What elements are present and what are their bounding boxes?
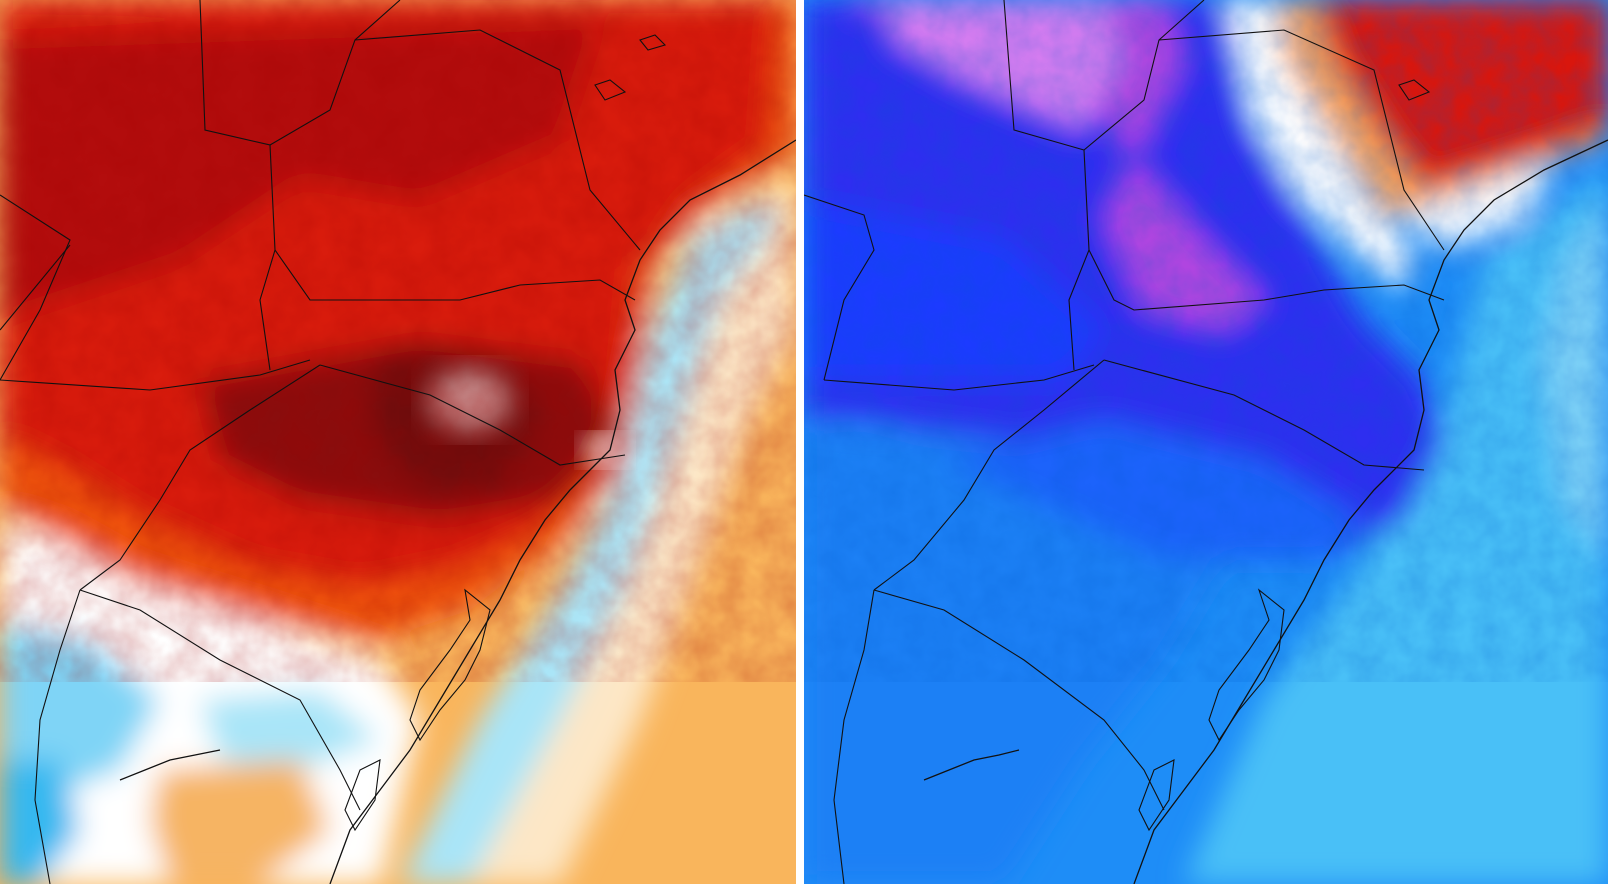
border-lines — [804, 0, 1608, 884]
left-anomaly-map — [0, 0, 796, 884]
right-anomaly-map — [804, 0, 1608, 884]
left-map-panel — [0, 0, 796, 884]
right-map-panel — [804, 0, 1608, 884]
border-lines — [0, 0, 796, 884]
